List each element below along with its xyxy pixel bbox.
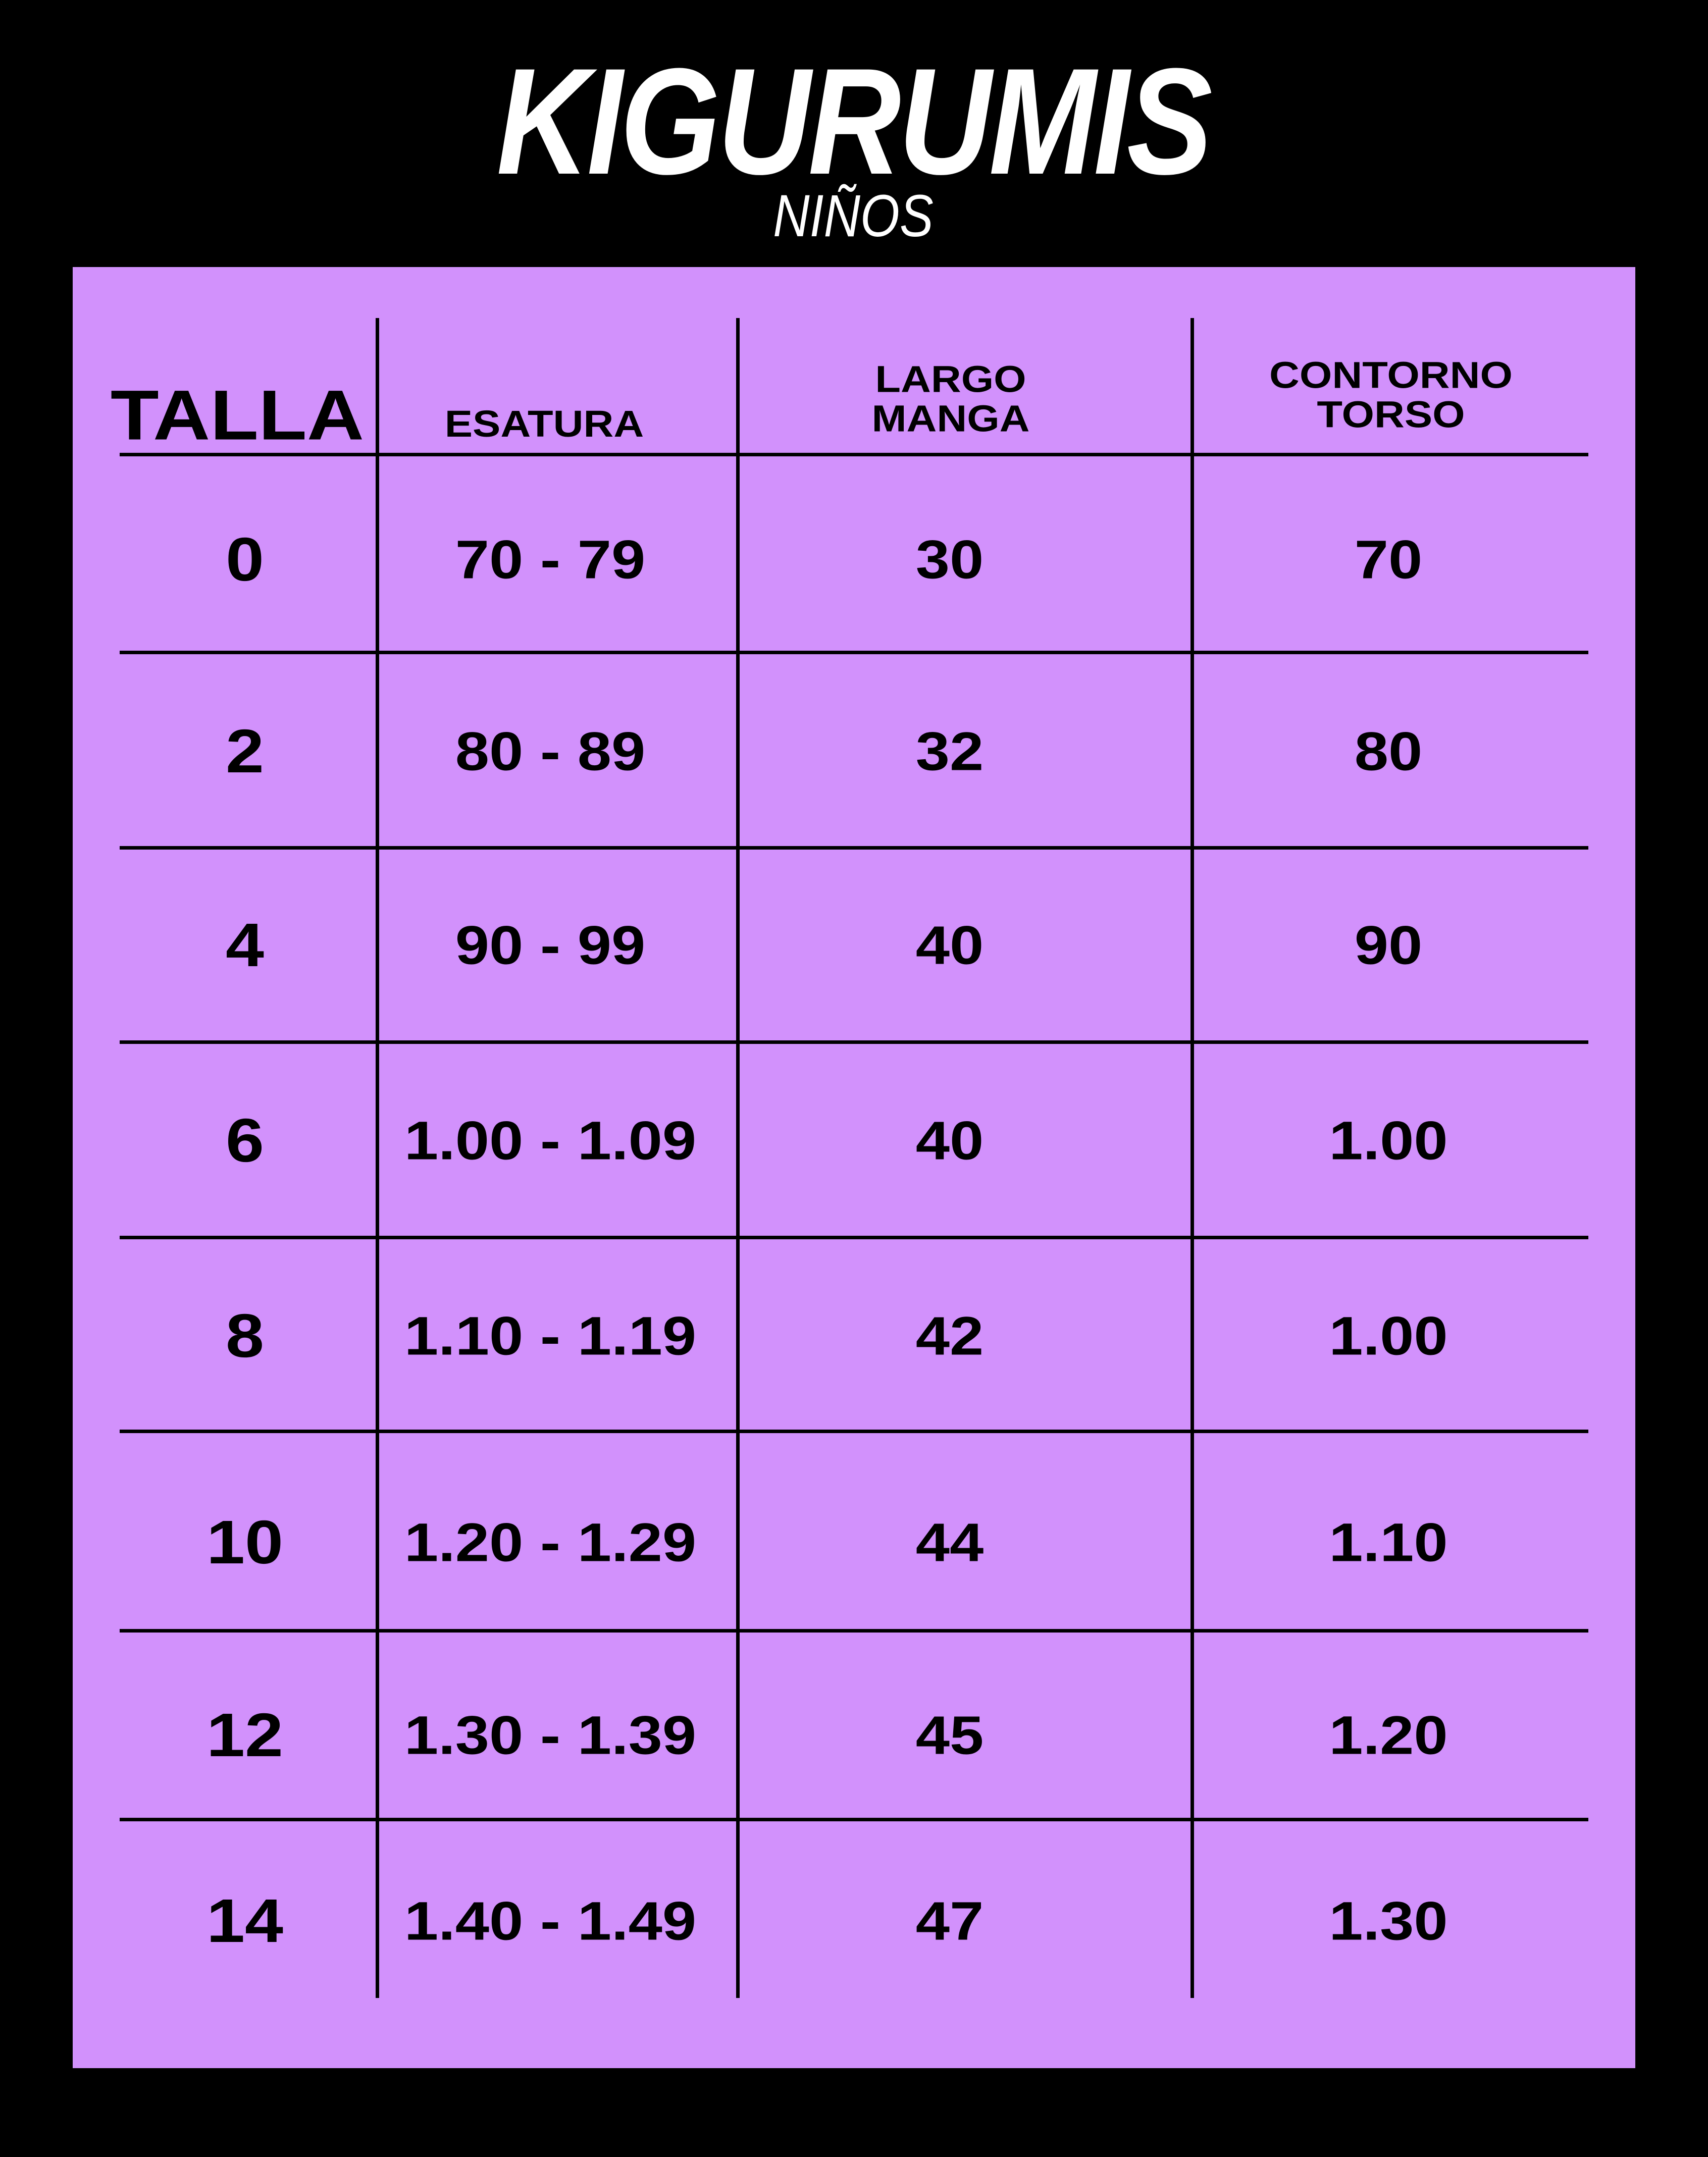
cell-contorno-torso: 1.30 [1329, 1890, 1448, 1952]
header-estatura: ESATURA [444, 403, 644, 445]
row-divider [120, 1818, 1588, 1821]
header-contorno-torso-line2: TORSO [1317, 393, 1465, 435]
cell-talla: 12 [206, 1700, 283, 1769]
page-title: KIGURUMIS [496, 36, 1212, 206]
header-largo-manga-line2: MANGA [871, 397, 1030, 439]
cell-estatura: 1.00 - 1.09 [404, 1110, 697, 1171]
page-subtitle: NIÑOS [773, 183, 934, 249]
cell-contorno-torso: 70 [1354, 529, 1423, 590]
header-contorno-torso: CONTORNO TORSO [1269, 355, 1513, 434]
cell-estatura: 1.30 - 1.39 [404, 1704, 697, 1766]
cell-contorno-torso: 1.00 [1329, 1305, 1448, 1366]
cell-contorno-torso: 1.00 [1329, 1110, 1448, 1171]
row-divider [120, 1430, 1588, 1433]
header-contorno-torso-line1: CONTORNO [1269, 354, 1513, 396]
cell-estatura: 1.40 - 1.49 [404, 1890, 697, 1952]
cell-largo-manga: 45 [915, 1704, 984, 1766]
cell-largo-manga: 40 [915, 914, 984, 976]
cell-estatura: 1.10 - 1.19 [404, 1305, 697, 1366]
cell-largo-manga: 32 [915, 720, 984, 782]
cell-largo-manga: 44 [915, 1511, 984, 1573]
cell-largo-manga: 47 [915, 1890, 984, 1952]
cell-talla: 14 [206, 1886, 283, 1955]
row-divider [120, 1236, 1588, 1239]
cell-contorno-torso: 1.20 [1329, 1704, 1448, 1766]
cell-estatura: 1.20 - 1.29 [404, 1511, 697, 1573]
cell-talla: 10 [206, 1507, 283, 1576]
cell-contorno-torso: 90 [1354, 914, 1423, 976]
cell-estatura: 90 - 99 [455, 914, 646, 976]
row-divider [120, 453, 1588, 456]
header-talla: TALLA [110, 375, 365, 455]
cell-talla: 2 [225, 716, 265, 785]
row-divider [120, 651, 1588, 654]
size-table-panel [73, 267, 1635, 2068]
cell-contorno-torso: 1.10 [1329, 1511, 1448, 1573]
column-divider [1191, 318, 1194, 1998]
cell-largo-manga: 40 [915, 1110, 984, 1171]
row-divider [120, 1040, 1588, 1044]
column-divider [376, 318, 379, 1998]
header-largo-manga-line1: LARGO [875, 358, 1026, 400]
column-divider [736, 318, 740, 1998]
cell-estatura: 80 - 89 [455, 720, 646, 782]
cell-talla: 0 [225, 524, 265, 594]
cell-talla: 6 [225, 1106, 265, 1175]
header-largo-manga: LARGO MANGA [871, 359, 1029, 438]
cell-largo-manga: 30 [915, 529, 984, 590]
row-divider [120, 1629, 1588, 1633]
cell-talla: 4 [225, 910, 265, 979]
row-divider [120, 846, 1588, 850]
cell-largo-manga: 42 [915, 1305, 984, 1366]
cell-talla: 8 [225, 1301, 265, 1370]
cell-estatura: 70 - 79 [455, 529, 646, 590]
cell-contorno-torso: 80 [1354, 720, 1423, 782]
